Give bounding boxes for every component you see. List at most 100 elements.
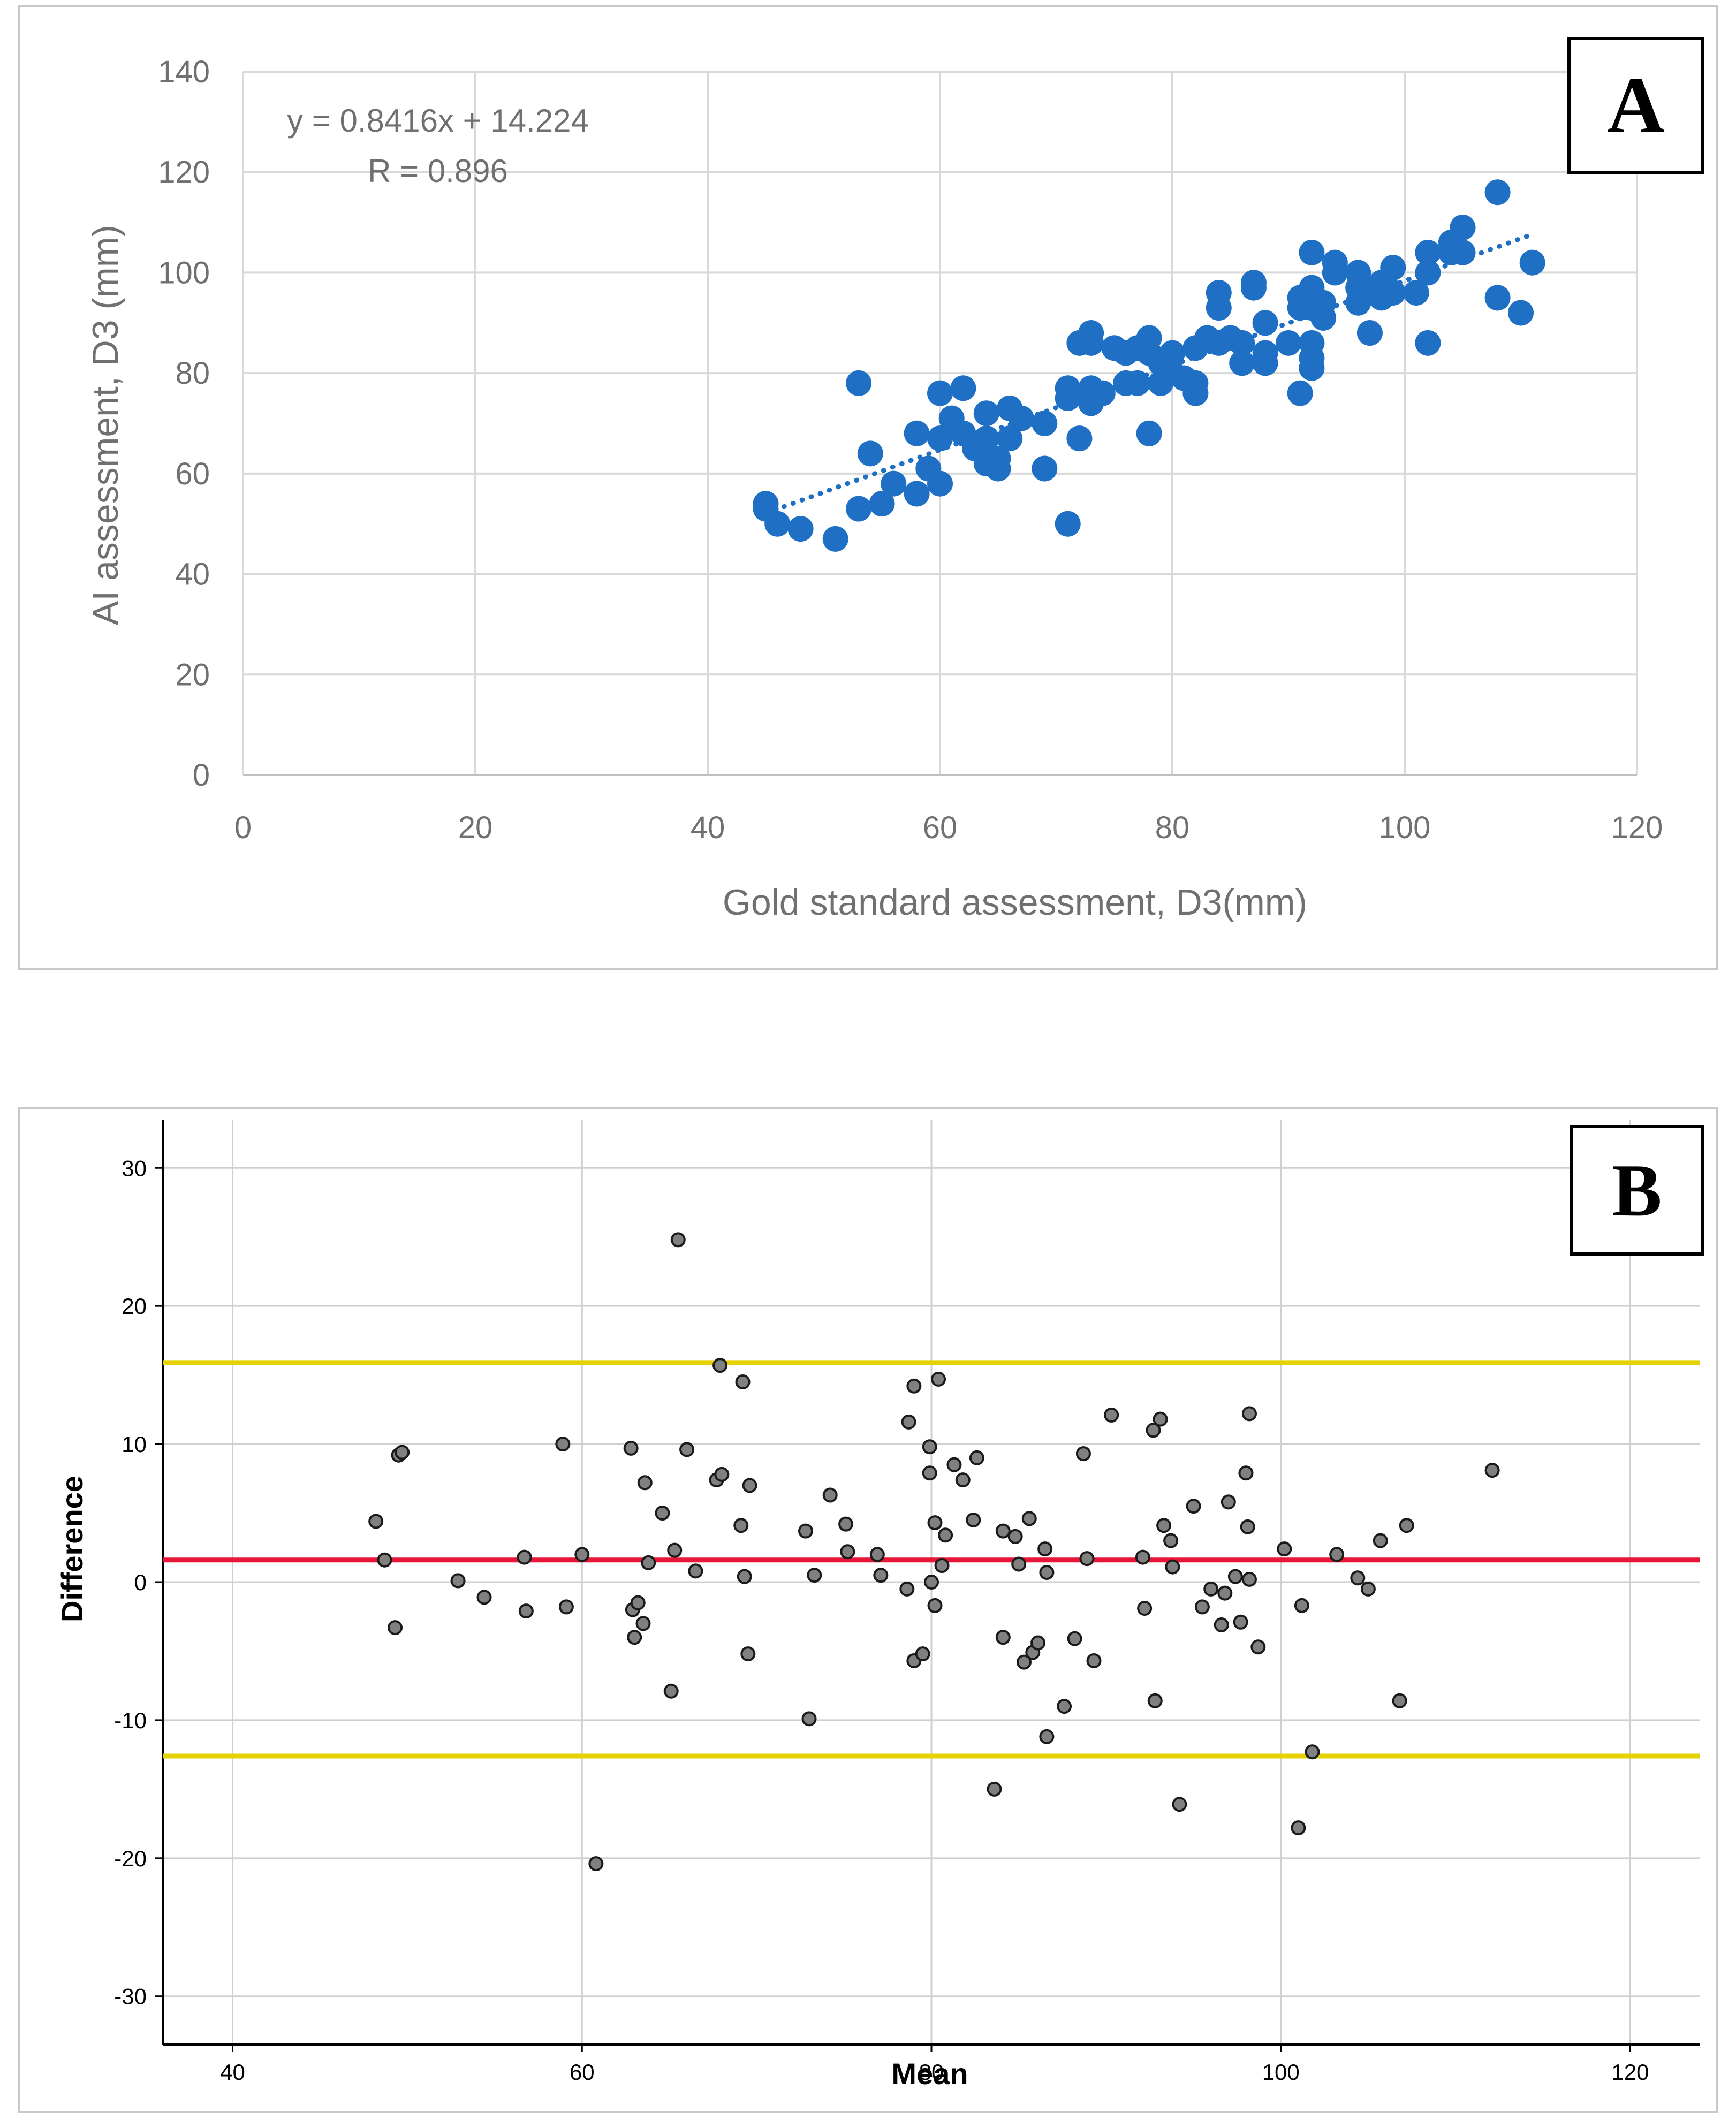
data-point bbox=[1156, 1518, 1172, 1533]
data-point bbox=[1241, 1571, 1257, 1587]
data-point bbox=[807, 1568, 822, 1583]
data-point bbox=[1086, 1653, 1102, 1669]
data-point bbox=[869, 1547, 885, 1562]
data-point bbox=[1137, 1601, 1153, 1616]
y-tick-label: 80 bbox=[175, 356, 210, 391]
data-point bbox=[869, 491, 895, 517]
x-tick-label: 60 bbox=[570, 2059, 595, 2085]
data-point bbox=[627, 1630, 642, 1645]
data-point bbox=[1075, 1446, 1091, 1462]
data-point bbox=[922, 1465, 937, 1481]
data-point bbox=[938, 1527, 953, 1543]
data-point bbox=[995, 1523, 1011, 1539]
data-point bbox=[737, 1569, 752, 1584]
data-point bbox=[1299, 355, 1325, 381]
data-point bbox=[787, 516, 814, 542]
data-point bbox=[655, 1506, 670, 1521]
data-point bbox=[904, 420, 930, 446]
data-point bbox=[1078, 330, 1104, 356]
data-point bbox=[1380, 255, 1406, 281]
data-point bbox=[1360, 1581, 1376, 1597]
data-point bbox=[1240, 1519, 1255, 1534]
data-point bbox=[1329, 1547, 1345, 1562]
data-point bbox=[846, 496, 872, 522]
data-point bbox=[368, 1514, 384, 1529]
data-point bbox=[1021, 1511, 1037, 1526]
data-point bbox=[931, 1371, 946, 1387]
data-point bbox=[1220, 1494, 1236, 1510]
x-tick-label: 40 bbox=[691, 810, 725, 845]
data-point bbox=[1250, 1639, 1266, 1655]
data-point bbox=[1356, 320, 1383, 346]
data-point bbox=[822, 526, 848, 552]
data-point bbox=[1182, 380, 1209, 406]
data-point bbox=[1392, 1693, 1407, 1708]
data-point bbox=[922, 1439, 937, 1455]
y-tick-label: 20 bbox=[122, 1294, 147, 1319]
data-point bbox=[1484, 285, 1511, 311]
y-tick-label: 10 bbox=[122, 1432, 147, 1457]
data-point bbox=[388, 1620, 403, 1636]
data-point bbox=[1030, 1635, 1046, 1651]
regression-scatter-chart: 0 20 40 60 80 100 120 140 0 20 40 60 80 100 120 y = 0.… bbox=[85, 55, 1663, 923]
data-point bbox=[712, 1358, 728, 1373]
trendline bbox=[763, 232, 1535, 516]
data-point bbox=[555, 1437, 571, 1452]
data-point bbox=[1450, 214, 1476, 240]
x-axis-label: Gold standard assessment, D3(mm) bbox=[723, 882, 1307, 923]
data-point bbox=[623, 1440, 639, 1456]
x-tick-label: 100 bbox=[1379, 810, 1431, 845]
data-point bbox=[1310, 305, 1337, 331]
data-point bbox=[1011, 1556, 1027, 1572]
data-point bbox=[1172, 1797, 1187, 1812]
data-point bbox=[1287, 380, 1313, 406]
tick-labels: 0 20 40 60 80 100 120 140 0 20 40 60 80 100 120 bbox=[158, 55, 1663, 845]
data-point bbox=[1229, 350, 1255, 376]
data-point bbox=[1294, 1598, 1309, 1613]
data-point bbox=[740, 1646, 756, 1662]
data-point bbox=[1350, 1570, 1366, 1586]
data-point bbox=[906, 1378, 922, 1394]
data-point bbox=[558, 1599, 574, 1615]
x-tick-label: 120 bbox=[1611, 810, 1663, 845]
data-point bbox=[1299, 239, 1325, 265]
data-point bbox=[1165, 1559, 1180, 1575]
data-point bbox=[924, 1575, 939, 1590]
panel-label-b: B bbox=[1570, 1125, 1704, 1256]
data-point bbox=[1399, 1518, 1414, 1533]
data-point bbox=[1079, 1551, 1095, 1567]
data-point bbox=[667, 1542, 683, 1558]
data-point bbox=[688, 1563, 703, 1579]
data-point bbox=[966, 1512, 981, 1527]
data-point bbox=[1153, 1411, 1168, 1427]
data-point bbox=[1380, 279, 1406, 306]
data-point bbox=[1238, 1465, 1254, 1481]
data-point bbox=[985, 445, 1011, 472]
data-point bbox=[987, 1781, 1002, 1797]
data-point bbox=[1415, 239, 1441, 265]
data-points bbox=[368, 1232, 1500, 1872]
data-point bbox=[1037, 1541, 1053, 1557]
x-tick-label: 60 bbox=[923, 810, 958, 845]
data-point bbox=[588, 1856, 604, 1872]
data-point bbox=[801, 1711, 817, 1727]
y-tick-label: 140 bbox=[158, 55, 210, 89]
data-point bbox=[946, 1457, 962, 1472]
data-point bbox=[927, 470, 953, 497]
data-point bbox=[395, 1445, 410, 1460]
data-point bbox=[1484, 179, 1511, 206]
data-point bbox=[1484, 1463, 1500, 1478]
data-point bbox=[670, 1232, 686, 1248]
data-point bbox=[881, 470, 907, 497]
data-point bbox=[637, 1475, 653, 1491]
data-point bbox=[1194, 1599, 1210, 1615]
data-point bbox=[927, 425, 953, 452]
data-point bbox=[742, 1478, 757, 1493]
data-point bbox=[1206, 295, 1232, 321]
y-axis-label: Difference bbox=[55, 1476, 89, 1622]
panel-b: 30 20 10 0 -10 -20 -30 40 60 80 100 120 Mean Differ… bbox=[18, 1107, 1718, 2113]
x-tick-label: 80 bbox=[1155, 810, 1190, 845]
data-point bbox=[1147, 1693, 1163, 1708]
